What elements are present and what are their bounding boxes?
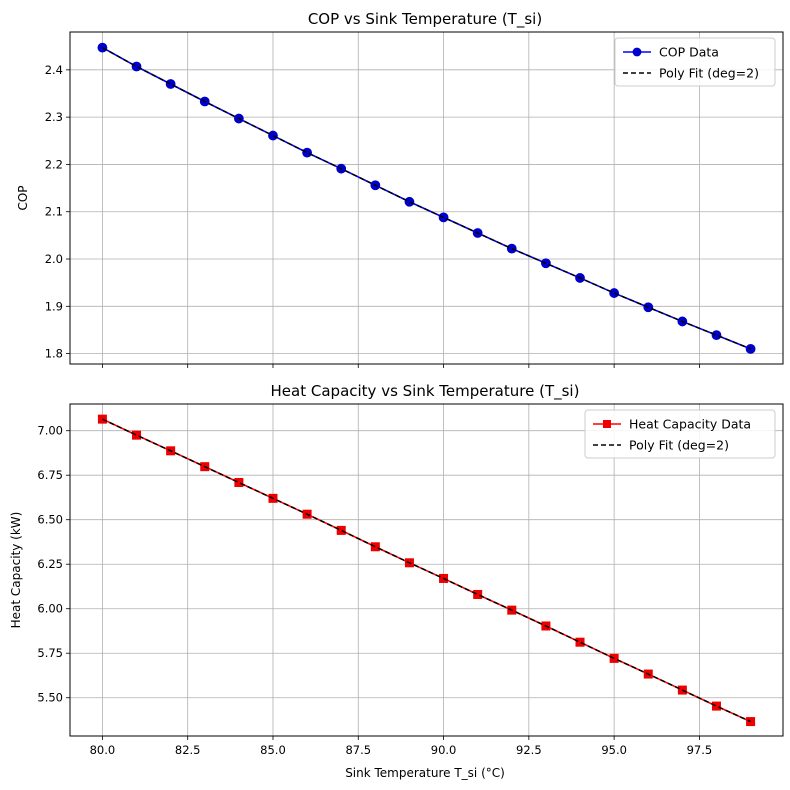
heat-capacity-x-axis-label: Sink Temperature T_si (°C) bbox=[345, 766, 505, 780]
heat-capacity-legend-data-marker bbox=[603, 420, 611, 428]
cop-legend-data-label: COP Data bbox=[659, 45, 719, 60]
heat-capacity-y-tick-label: 6.75 bbox=[37, 468, 63, 482]
cop-data-point bbox=[165, 79, 176, 89]
cop-y-tick-label: 1.9 bbox=[45, 299, 63, 313]
cop-grid bbox=[70, 32, 783, 364]
heat-capacity-x-tick-label: 80.0 bbox=[90, 743, 116, 757]
cop-y-tick-label: 2.1 bbox=[45, 205, 63, 219]
heat-capacity-series-layer bbox=[97, 414, 756, 727]
cop-y-tick-label: 2.3 bbox=[45, 110, 63, 124]
heat-capacity-y-tick-label: 6.25 bbox=[37, 557, 63, 571]
cop-legend-data-marker bbox=[632, 47, 642, 57]
cop-legend: COP Data Poly Fit (deg=2) bbox=[614, 37, 776, 87]
cop-data-point bbox=[268, 130, 278, 141]
heat-capacity-x-tick-label: 95.0 bbox=[601, 743, 627, 757]
heat-capacity-y-tick-label: 5.75 bbox=[37, 646, 63, 660]
heat-capacity-x-tick-label: 97.5 bbox=[687, 743, 713, 757]
heat-capacity-data-point bbox=[370, 542, 380, 552]
heat-capacity-data-point bbox=[575, 637, 585, 647]
cop-data-point bbox=[302, 147, 312, 158]
heat-capacity-x-tick-label: 87.5 bbox=[345, 743, 371, 757]
heat-capacity-x-tick-label: 90.0 bbox=[431, 743, 457, 757]
heat-capacity-axes-frame bbox=[69, 403, 784, 737]
heat-capacity-data-point bbox=[336, 525, 346, 535]
heat-capacity-x-tick-label: 92.5 bbox=[516, 743, 542, 757]
heat-capacity-legend-box bbox=[584, 409, 776, 459]
heat-capacity-grid bbox=[70, 404, 783, 736]
heat-capacity-x-tick-label: 85.0 bbox=[260, 743, 286, 757]
heat-capacity-data-point bbox=[473, 589, 483, 599]
cop-data-point bbox=[541, 258, 551, 269]
cop-fit-line bbox=[102, 46, 751, 350]
cop-data-point bbox=[97, 42, 108, 53]
heat-capacity-subplot: Heat Capacity vs Sink Temperature (T_si)… bbox=[9, 382, 784, 780]
cop-data-point bbox=[404, 196, 415, 207]
heat-capacity-data-point bbox=[746, 717, 756, 727]
cop-data-point bbox=[609, 288, 620, 298]
heat-capacity-x-tick-label: 82.5 bbox=[175, 743, 201, 757]
heat-capacity-data-point bbox=[711, 701, 721, 711]
heat-capacity-fit-line bbox=[102, 418, 751, 723]
heat-capacity-data-point bbox=[97, 414, 107, 424]
cop-x-ticks bbox=[102, 364, 700, 368]
cop-legend-fit-label: Poly Fit (deg=2) bbox=[659, 66, 759, 81]
heat-capacity-y-ticks: 5.50 5.75 6.00 6.25 6.50 6.75 7.00 bbox=[37, 424, 70, 705]
cop-axes-frame bbox=[69, 31, 784, 365]
cop-y-ticks: 1.8 1.9 2.0 2.1 2.2 2.3 2.4 bbox=[45, 63, 70, 361]
cop-data-point bbox=[711, 330, 722, 341]
cop-subplot: COP vs Sink Temperature (T_si) 1.8 1.9 2.0… bbox=[16, 10, 784, 368]
cop-legend-box bbox=[614, 37, 776, 87]
heat-capacity-y-tick-label: 6.50 bbox=[37, 513, 63, 527]
heat-capacity-data-point bbox=[234, 478, 244, 488]
heat-capacity-chart-title: Heat Capacity vs Sink Temperature (T_si) bbox=[271, 382, 580, 401]
heat-capacity-legend: Heat Capacity Data Poly Fit (deg=2) bbox=[584, 409, 776, 459]
heat-capacity-y-axis-label: Heat Capacity (kW) bbox=[9, 512, 23, 629]
cop-data-point bbox=[131, 61, 142, 72]
heat-capacity-data-point bbox=[132, 430, 142, 440]
cop-y-tick-label: 2.2 bbox=[45, 157, 63, 171]
heat-capacity-y-tick-label: 7.00 bbox=[37, 424, 63, 438]
cop-y-tick-label: 2.4 bbox=[45, 63, 63, 77]
cop-chart-title: COP vs Sink Temperature (T_si) bbox=[308, 10, 542, 29]
heat-capacity-y-tick-label: 5.50 bbox=[37, 691, 63, 705]
heat-capacity-legend-fit-label: Poly Fit (deg=2) bbox=[629, 438, 729, 453]
cop-y-tick-label: 1.8 bbox=[45, 347, 63, 361]
cop-data-line bbox=[102, 46, 751, 350]
heat-capacity-y-tick-label: 6.00 bbox=[37, 602, 63, 616]
heat-capacity-legend-data-label: Heat Capacity Data bbox=[629, 417, 751, 432]
cop-series-layer bbox=[97, 42, 756, 354]
cop-y-tick-label: 2.0 bbox=[45, 252, 63, 266]
cop-data-point bbox=[438, 212, 449, 223]
heat-capacity-x-ticks: 80.0 82.5 85.0 87.5 90.0 92.5 95.0 97.5 bbox=[90, 736, 713, 757]
cop-y-axis-label: COP bbox=[16, 185, 30, 210]
